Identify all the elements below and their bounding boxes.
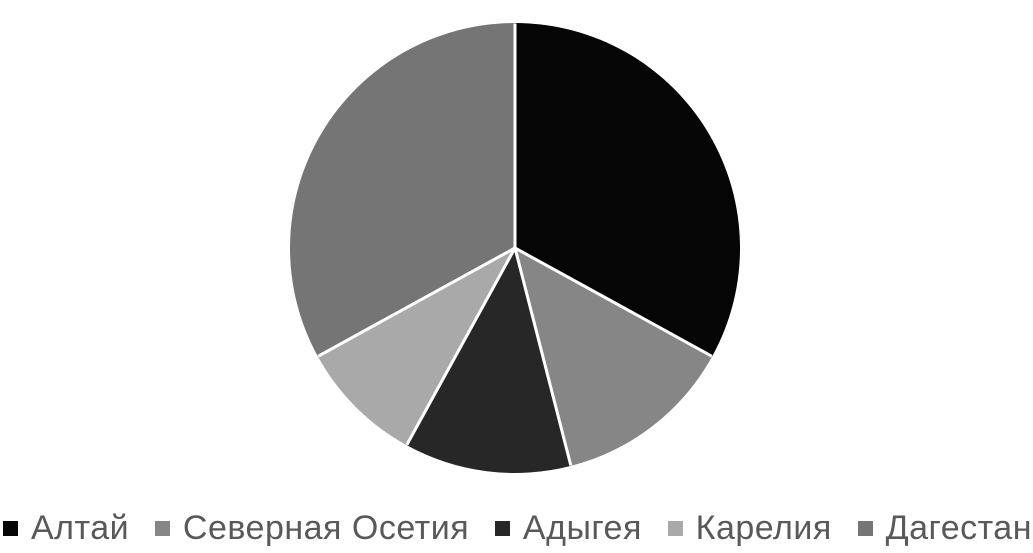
legend-label: Адыгея xyxy=(522,509,642,547)
slice-separator xyxy=(405,247,517,446)
legend-item-1: Алтай xyxy=(3,511,129,545)
pie-slice-5 xyxy=(290,23,515,357)
legend-marker-icon xyxy=(3,520,18,536)
legend-item-3: Адыгея xyxy=(494,509,642,547)
legend-item-4: Карелия xyxy=(667,509,832,547)
slice-separator xyxy=(514,246,713,358)
legend-item-2: Северная Осетия xyxy=(154,509,470,547)
legend-label: Карелия xyxy=(695,509,832,547)
legend-marker-icon xyxy=(857,520,873,536)
pie-slice-2 xyxy=(515,248,713,466)
legend-marker-icon xyxy=(494,520,510,536)
legend-marker-icon xyxy=(154,520,170,536)
pie-slice-4 xyxy=(317,248,515,446)
chart-legend: Алтай Северная Осетия Адыгея Карелия Дагеста… xyxy=(0,506,1033,550)
legend-item-5: Дагестан xyxy=(857,509,1032,547)
pie-chart xyxy=(290,23,740,473)
pie-slice-3 xyxy=(406,248,571,473)
legend-label: Алтай xyxy=(31,509,130,547)
legend-marker-icon xyxy=(667,520,683,536)
slice-separator xyxy=(317,246,516,358)
legend-label: Северная Осетия xyxy=(182,509,470,547)
legend-label: Дагестан xyxy=(885,509,1032,547)
pie-slice-1 xyxy=(515,23,740,357)
slice-separator xyxy=(513,247,573,466)
